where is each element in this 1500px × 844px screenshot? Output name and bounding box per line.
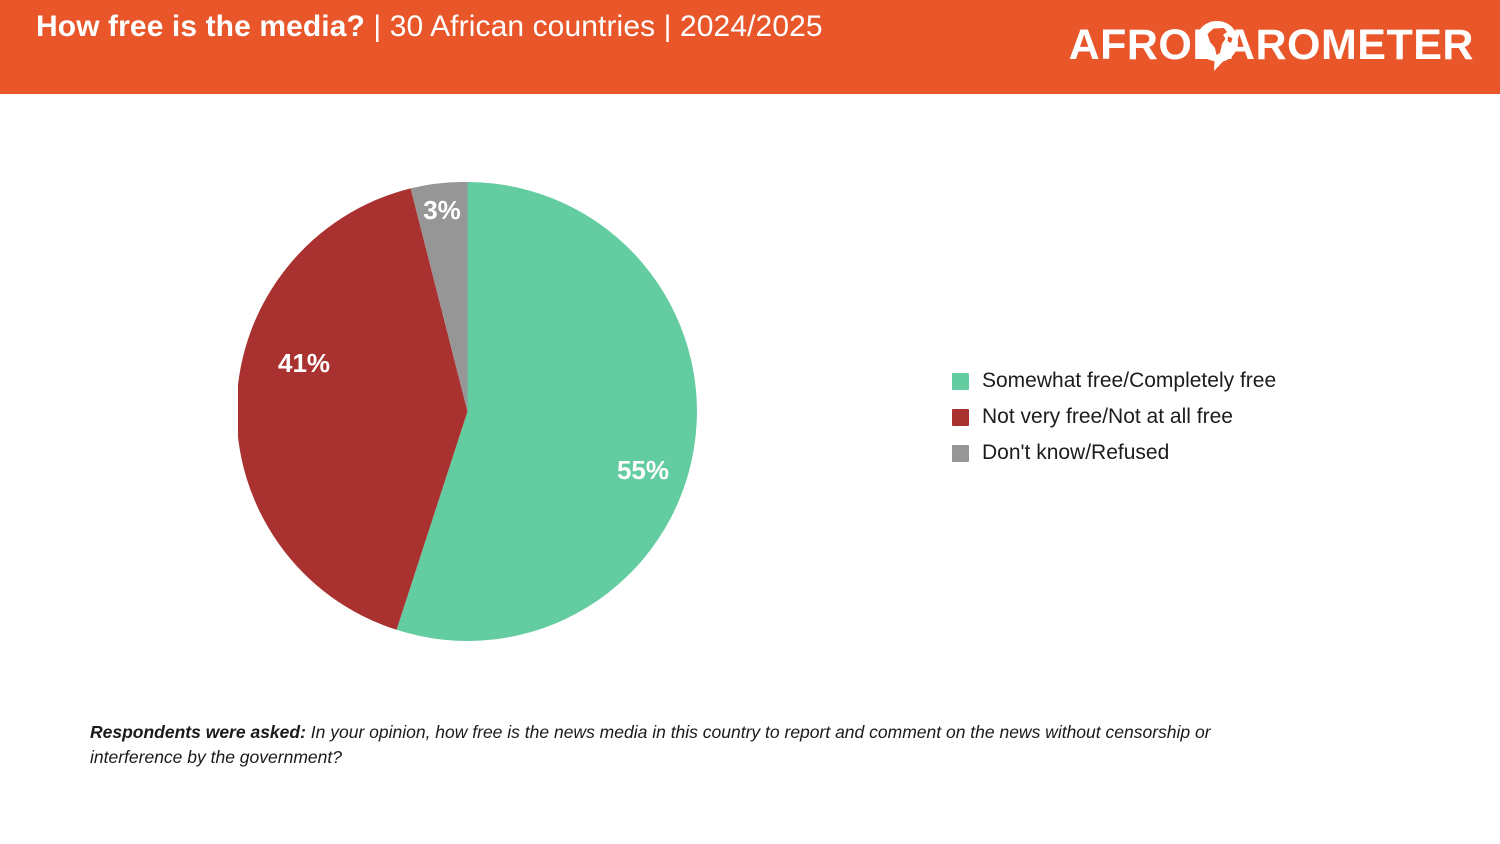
pie-slice-not-free[interactable] <box>238 188 468 630</box>
pie-label-somewhat-free: 55% <box>617 455 669 485</box>
legend-item-dont-know[interactable]: Don't know/Refused <box>952 435 1382 471</box>
pie-slice-somewhat-free[interactable] <box>396 182 697 641</box>
pie-chart: 55% 41% 3% <box>238 182 697 641</box>
footnote-lead: Respondents were asked: <box>90 722 306 742</box>
page-title-rest: | 30 African countries | 2024/2025 <box>364 10 823 43</box>
page-title-bold: How free is the media? <box>36 10 365 43</box>
logo-wordmark: AFROBAROMETER <box>1068 21 1474 69</box>
pie-label-dont-know: 3% <box>423 195 461 225</box>
pie-label-not-free: 41% <box>278 348 330 378</box>
pie-slice-dont-know[interactable] <box>410 182 468 412</box>
legend-item-not-free[interactable]: Not very free/Not at all free <box>952 399 1382 435</box>
question-footnote: Respondents were asked: In your opinion,… <box>90 720 1290 770</box>
chart-legend: Somewhat free/Completely free Not very f… <box>952 363 1382 471</box>
page-title: How free is the media? | 30 African coun… <box>36 6 896 47</box>
legend-swatch-not-free <box>952 408 969 426</box>
africa-speech-bubble-icon <box>1195 21 1238 71</box>
header-band: How free is the media? | 30 African coun… <box>0 0 1500 94</box>
legend-swatch-somewhat-free <box>952 372 969 390</box>
footnote-text: In your opinion, how free is the news me… <box>90 722 1211 767</box>
afrobarometer-logo: AFROBAROMETER <box>1069 17 1474 73</box>
legend-item-somewhat-free[interactable]: Somewhat free/Completely free <box>952 363 1382 399</box>
legend-label-dont-know: Don't know/Refused <box>982 441 1170 464</box>
legend-swatch-dont-know <box>952 444 969 462</box>
legend-label-somewhat-free: Somewhat free/Completely free <box>982 369 1277 392</box>
pie-chart-svg: 55% 41% 3% <box>238 182 697 641</box>
legend-label-not-free: Not very free/Not at all free <box>982 405 1233 428</box>
